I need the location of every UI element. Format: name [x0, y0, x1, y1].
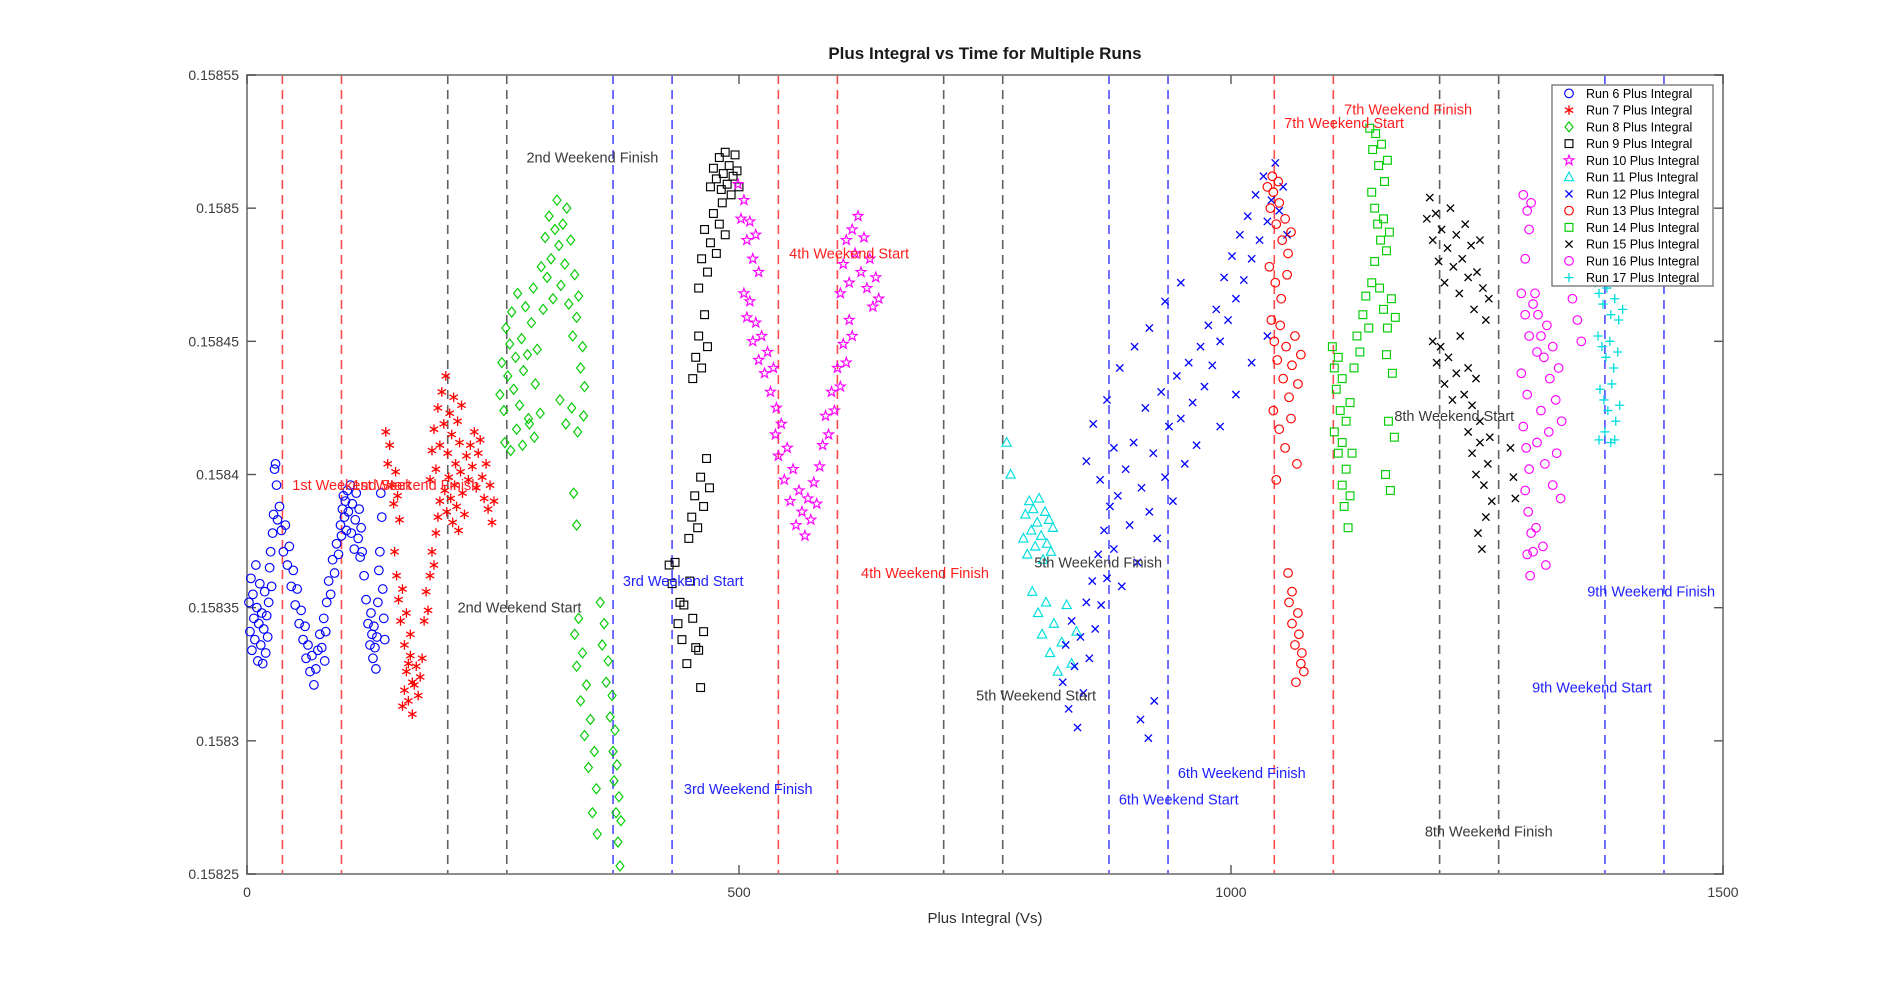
weekend-annotation: 1st Weekend Finish	[352, 478, 479, 494]
chart-title: Plus Integral vs Time for Multiple Runs	[828, 44, 1142, 63]
x-tick-label: 1500	[1707, 884, 1738, 900]
weekend-annotation: 9th Weekend Finish	[1587, 585, 1715, 601]
weekend-annotation: 6th Weekend Finish	[1178, 766, 1306, 782]
series-run-13-plus-integral	[1262, 171, 1309, 688]
x-tick-label: 0	[243, 884, 251, 900]
axes-layer: 0 500 1000 1500 0.15825 0.1583 0.15835 0.1584 0.…	[188, 67, 1738, 900]
plot-box	[246, 74, 1724, 875]
legend-label: Run 14 Plus Integral	[1586, 221, 1699, 235]
y-tick-label: 0.1584	[196, 467, 239, 483]
weekend-annotation: 4th Weekend Start	[789, 246, 909, 262]
legend-label: Run 16 Plus Integral	[1586, 254, 1699, 268]
legend-box	[1551, 84, 1714, 287]
weekend-annotation: 7th Weekend Finish	[1344, 103, 1472, 119]
legend-label: Run 10 Plus Integral	[1586, 154, 1699, 168]
series-run-7-plus-integral	[381, 371, 499, 719]
legend-label: Run 12 Plus Integral	[1586, 187, 1699, 201]
weekend-annotation: 1st Weekend Start	[292, 478, 411, 494]
legend-label: Run 15 Plus Integral	[1586, 238, 1699, 252]
y-tick-label: 0.15825	[188, 866, 239, 882]
x-axis-label: Plus Integral (Vs)	[927, 910, 1043, 927]
legend-label: Run 9 Plus Integral	[1586, 137, 1692, 151]
weekend-annotation: 5th Weekend Start	[976, 689, 1096, 705]
series-run-11-plus-integral	[1001, 436, 1083, 676]
weekend-annotation: 8th Weekend Finish	[1425, 824, 1553, 840]
y-tick-label: 0.1583	[196, 733, 239, 749]
weekend-lines-layer	[281, 75, 1665, 874]
weekend-annotation: 7th Weekend Start	[1284, 116, 1404, 132]
legend-label: Run 7 Plus Integral	[1586, 104, 1692, 118]
y-tick-label: 0.1585	[196, 200, 239, 216]
series-run-16-plus-integral	[1516, 189, 1587, 581]
series-layer	[244, 123, 1628, 872]
weekend-annotation: 3rd Weekend Finish	[684, 782, 813, 798]
series-run-15-plus-integral	[1422, 193, 1520, 554]
series-run-14-plus-integral	[1327, 123, 1400, 533]
weekend-annotation: 8th Weekend Start	[1394, 409, 1514, 425]
weekend-annotation: 6th Weekend Start	[1119, 792, 1239, 808]
legend-label: Run 6 Plus Integral	[1586, 87, 1692, 101]
series-run-12-plus-integral	[1058, 158, 1292, 743]
y-tick-label: 0.15845	[188, 333, 239, 349]
weekend-annotation: 2nd Weekend Start	[458, 601, 582, 617]
legend-label: Run 8 Plus Integral	[1586, 120, 1692, 134]
x-tick-label: 1000	[1215, 884, 1246, 900]
legend-label: Run 13 Plus Integral	[1586, 204, 1699, 218]
weekend-annotation: 2nd Weekend Finish	[526, 151, 658, 167]
weekend-annotation: 4th Weekend Finish	[861, 566, 989, 582]
series-run-10-plus-integral	[731, 177, 886, 542]
y-tick-label: 0.15855	[188, 67, 239, 83]
weekend-annotation: 9th Weekend Start	[1532, 681, 1652, 697]
x-tick-label: 500	[727, 884, 751, 900]
series-run-6-plus-integral	[244, 458, 390, 690]
series-run-17-plus-integral	[1590, 278, 1628, 448]
series-run-8-plus-integral	[495, 194, 626, 872]
legend-label: Run 17 Plus Integral	[1586, 271, 1699, 285]
y-tick-label: 0.15835	[188, 600, 239, 616]
legend-label: Run 11 Plus Integral	[1586, 171, 1698, 185]
weekend-annotation: 5th Weekend Finish	[1034, 555, 1162, 571]
legend: Run 6 Plus Integral Run 7 Plus Integral Ru…	[1551, 84, 1714, 287]
weekend-annotation: 3rd Weekend Start	[623, 574, 744, 590]
series-run-9-plus-integral	[664, 147, 744, 693]
